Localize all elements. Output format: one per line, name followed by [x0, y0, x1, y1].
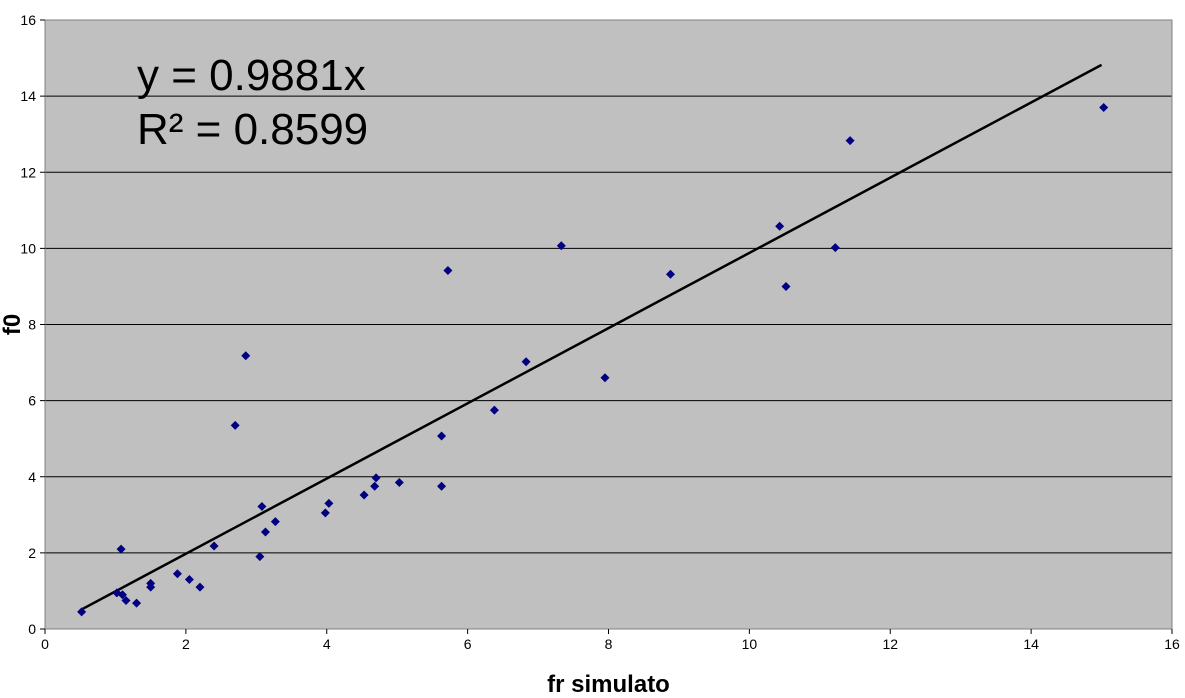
x-tick-label: 16	[1164, 636, 1180, 652]
annotations: y = 0.9881x R² = 0.8599	[137, 51, 368, 154]
data-point	[132, 598, 142, 608]
data-point	[556, 241, 566, 251]
data-point	[172, 569, 182, 579]
data-point	[324, 498, 334, 508]
y-tick-label: 10	[20, 240, 36, 256]
data-point	[489, 405, 499, 415]
y-tick-label: 4	[28, 469, 36, 485]
x-tick-label: 4	[323, 636, 331, 652]
y-tick-label: 16	[20, 12, 36, 28]
data-point	[1099, 103, 1109, 113]
data-point	[830, 243, 840, 253]
x-tick-label: 6	[464, 636, 472, 652]
x-tick-label: 0	[41, 636, 49, 652]
x-tick-label: 14	[1023, 636, 1039, 652]
data-point	[184, 575, 194, 585]
data-point	[781, 281, 791, 291]
gridlines	[45, 95, 1172, 554]
data-point	[230, 420, 240, 430]
data-points	[77, 103, 1109, 617]
data-point	[77, 607, 87, 617]
data-point	[437, 431, 447, 441]
data-point	[257, 501, 267, 511]
y-tick-label: 0	[28, 621, 36, 637]
y-tick-label: 14	[20, 88, 36, 104]
data-point	[600, 373, 610, 383]
data-point	[116, 544, 126, 554]
y-tick-label: 8	[28, 317, 36, 333]
data-point	[665, 269, 675, 279]
data-point	[195, 582, 205, 592]
y-axis-title: f0	[0, 314, 26, 335]
data-point	[241, 351, 251, 361]
trendline-equation: R² = 0.8599	[137, 105, 368, 154]
data-point	[443, 265, 453, 275]
x-tick-label: 2	[182, 636, 190, 652]
data-point	[845, 136, 855, 146]
data-point	[320, 508, 330, 518]
data-point	[209, 541, 219, 551]
data-point	[270, 517, 280, 527]
y-tick-label: 12	[20, 164, 36, 180]
data-point	[117, 590, 127, 600]
axis-ticks: 0 2 4 6 8 10 12 14 16 0 2 4 6 8 10 12 14 16	[20, 12, 1180, 652]
data-point	[371, 473, 381, 483]
data-point	[370, 481, 380, 491]
trendline	[79, 63, 1103, 612]
x-tick-label: 10	[742, 636, 758, 652]
trendline-equation: y = 0.9881x	[137, 51, 366, 100]
data-point	[121, 595, 131, 605]
data-point	[521, 357, 531, 367]
data-point	[775, 221, 785, 231]
y-tick-label: 2	[28, 545, 36, 561]
data-point	[260, 527, 270, 537]
data-point	[359, 490, 369, 500]
data-point	[146, 578, 156, 588]
data-point	[255, 552, 265, 562]
data-point	[394, 477, 404, 487]
x-tick-label: 8	[605, 636, 613, 652]
data-point	[437, 481, 447, 491]
x-tick-label: 12	[882, 636, 898, 652]
x-axis-title: fr simulato	[547, 671, 670, 698]
y-tick-label: 6	[28, 393, 36, 409]
